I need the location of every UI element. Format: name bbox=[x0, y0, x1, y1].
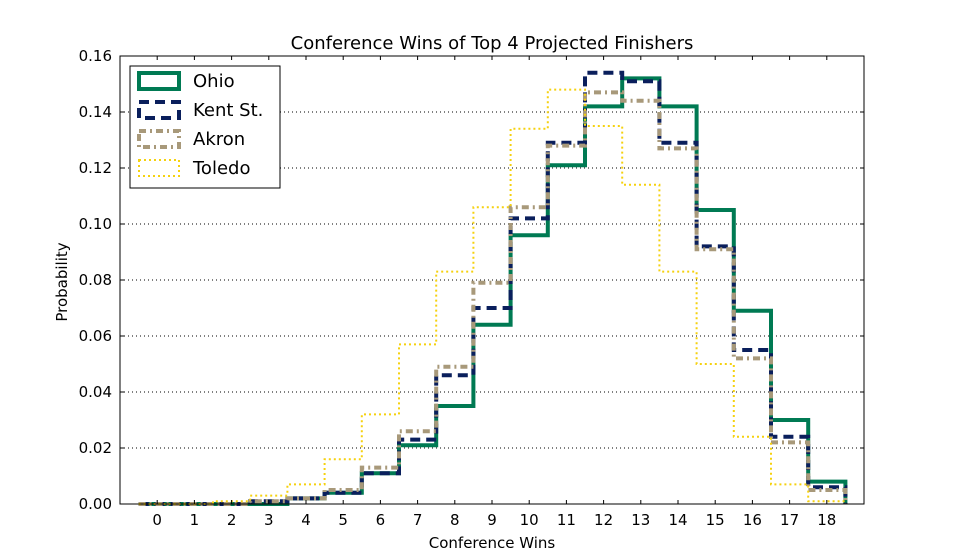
x-axis-label: Conference Wins bbox=[429, 534, 556, 552]
x-tick-label: 18 bbox=[817, 511, 836, 529]
x-tick-label: 17 bbox=[780, 511, 799, 529]
legend: Ohio Kent St. Akron Toledo bbox=[129, 65, 281, 189]
x-tick-label: 2 bbox=[227, 511, 237, 529]
x-tick-label: 12 bbox=[594, 511, 613, 529]
x-tick-label: 6 bbox=[376, 511, 386, 529]
x-tick-label: 3 bbox=[264, 511, 274, 529]
legend-swatch bbox=[137, 100, 181, 120]
x-tick-label: 8 bbox=[450, 511, 460, 529]
legend-label: Toledo bbox=[192, 158, 250, 179]
y-tick-label: 0.10 bbox=[79, 215, 112, 233]
x-tick-label: 16 bbox=[743, 511, 762, 529]
legend-swatch bbox=[138, 159, 180, 177]
x-tick-label: 4 bbox=[301, 511, 311, 529]
x-tick-label: 14 bbox=[668, 511, 687, 529]
x-tick-label: 5 bbox=[338, 511, 348, 529]
x-tick-label: 11 bbox=[557, 511, 576, 529]
x-tick-label: 10 bbox=[520, 511, 539, 529]
y-tick-label: 0.16 bbox=[79, 47, 112, 65]
y-tick-label: 0.14 bbox=[79, 103, 112, 121]
x-tick-label: 7 bbox=[413, 511, 423, 529]
y-axis-label: Probability bbox=[53, 242, 71, 321]
x-tick-label: 9 bbox=[487, 511, 497, 529]
legend-label: Kent St. bbox=[193, 100, 263, 121]
x-tick-label: 13 bbox=[631, 511, 650, 529]
x-tick-label: 15 bbox=[706, 511, 725, 529]
y-tick-label: 0.08 bbox=[79, 271, 112, 289]
legend-swatch bbox=[137, 71, 181, 91]
y-tick-label: 0.06 bbox=[79, 327, 112, 345]
legend-label: Ohio bbox=[193, 71, 235, 92]
x-tick-label: 0 bbox=[152, 511, 162, 529]
legend-label: Akron bbox=[193, 129, 245, 150]
y-tick-label: 0.04 bbox=[79, 383, 112, 401]
chart-title: Conference Wins of Top 4 Projected Finis… bbox=[291, 33, 694, 54]
x-tick-label: 1 bbox=[190, 511, 200, 529]
x-axis: 0 1 2 3 4 5 6 7 8 9 10 11 12 13 14 15 16 17 18 bbox=[152, 56, 836, 529]
y-tick-label: 0.00 bbox=[79, 495, 112, 513]
legend-swatch bbox=[137, 129, 181, 149]
series-akron-step-line bbox=[138, 90, 848, 506]
series-layer bbox=[138, 70, 848, 506]
y-axis: 0.00 0.02 0.04 0.06 0.08 0.10 0.12 0.14 0.16 bbox=[79, 47, 864, 513]
legend-box bbox=[129, 65, 281, 189]
y-tick-label: 0.02 bbox=[79, 439, 112, 457]
y-tick-label: 0.12 bbox=[79, 159, 112, 177]
